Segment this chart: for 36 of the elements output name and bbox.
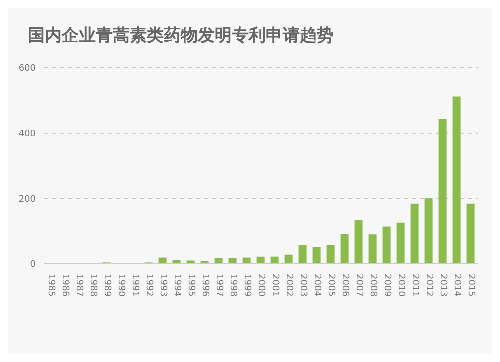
x-tick-label: 2009 — [382, 274, 392, 298]
x-tick-label: 1988 — [88, 274, 98, 298]
x-tick-label: 1995 — [186, 274, 196, 297]
x-tick-label: 1989 — [102, 274, 112, 298]
x-tick-label: 1996 — [200, 274, 210, 298]
x-tick-label: 1993 — [158, 274, 168, 297]
chart-title: 国内企业青蒿素类药物发明专利申请趋势 — [28, 25, 334, 47]
x-tick-label: 2000 — [256, 274, 266, 298]
x-tick-label: 2003 — [298, 274, 308, 297]
x-tick-label: 2012 — [424, 274, 434, 297]
x-tick-label: 2008 — [368, 274, 378, 298]
x-tick-label: 2015 — [466, 274, 476, 297]
x-tick-label: 2002 — [284, 274, 294, 297]
x-tick-label: 2006 — [340, 274, 350, 298]
x-tick-label: 2004 — [312, 274, 322, 298]
x-tick-label: 1997 — [214, 274, 224, 297]
x-tick-label: 2013 — [438, 274, 448, 297]
x-tick-label: 2005 — [326, 274, 336, 297]
x-tick-label: 1985 — [46, 274, 56, 297]
y-tick-label: 0 — [30, 260, 36, 270]
x-tick-label: 1991 — [130, 274, 140, 297]
x-tick-label: 1990 — [116, 274, 126, 298]
y-tick-label: 200 — [18, 194, 36, 205]
x-tick-label: 1987 — [74, 274, 84, 297]
x-tick-label: 2007 — [354, 274, 364, 297]
x-tick-label: 1999 — [242, 274, 252, 298]
x-tick-label: 2014 — [452, 274, 462, 298]
x-tick-label: 2011 — [410, 274, 420, 297]
x-tick-label: 1994 — [172, 274, 182, 298]
x-tick-label: 1998 — [228, 274, 238, 298]
y-tick-label: 600 — [18, 64, 36, 74]
y-tick-label: 400 — [18, 130, 36, 140]
x-tick-label: 2010 — [396, 274, 406, 298]
x-tick-label: 1992 — [144, 274, 154, 297]
x-tick-label: 1986 — [60, 274, 70, 298]
x-tick-label: 2001 — [270, 274, 280, 297]
